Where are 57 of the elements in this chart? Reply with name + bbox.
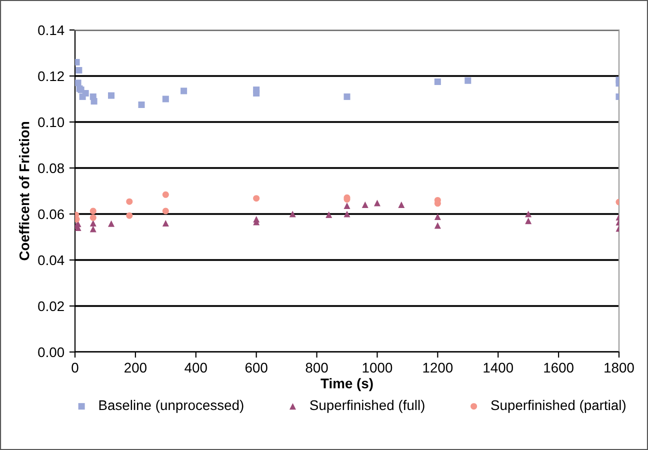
- y-tick-label: 0.04: [38, 255, 64, 266]
- y-tick-label: 0.12: [38, 71, 64, 82]
- x-tick-label: 800: [306, 362, 328, 373]
- point: [525, 210, 532, 218]
- point: [344, 93, 350, 100]
- point: [90, 208, 96, 214]
- y-tick-label: 0.08: [38, 163, 64, 174]
- point: [344, 202, 350, 209]
- y-tick-label: 0.10: [38, 117, 64, 128]
- point: [79, 93, 86, 100]
- point: [398, 202, 405, 208]
- point: [76, 66, 82, 74]
- y-tick-label: 0.14: [38, 25, 64, 36]
- legend-label: Baseline (unprocessed): [99, 400, 244, 413]
- x-tick-label: 1400: [484, 362, 514, 373]
- point: [162, 191, 169, 198]
- point: [253, 90, 260, 97]
- legend-label: Superfinished (full): [310, 400, 424, 413]
- y-tick-label: 0.02: [38, 301, 64, 312]
- point: [464, 77, 472, 84]
- point: [253, 195, 260, 202]
- point: [162, 220, 169, 226]
- x-tick-label: 0: [72, 362, 78, 373]
- point: [434, 222, 441, 229]
- point: [344, 210, 350, 218]
- point: [289, 210, 296, 218]
- y-axis-title: Coefficent of Friction: [19, 122, 30, 260]
- y-tick-label: 0.06: [38, 209, 64, 220]
- point: [326, 211, 332, 218]
- legend-label: Superfinished (partial): [491, 400, 626, 413]
- point: [108, 220, 115, 227]
- x-tick-label: 600: [245, 362, 268, 373]
- point: [90, 226, 96, 232]
- point: [126, 212, 133, 219]
- point: [374, 200, 380, 206]
- x-tick-label: 1800: [604, 362, 634, 373]
- x-tick-label: 1600: [544, 362, 574, 373]
- point: [162, 208, 169, 214]
- point: [434, 78, 441, 86]
- point: [180, 88, 188, 94]
- point: [138, 101, 145, 108]
- x-tick-label: 400: [184, 362, 207, 373]
- point: [162, 96, 169, 102]
- x-tick-label: 1000: [362, 362, 392, 373]
- x-tick-label: 200: [124, 362, 146, 373]
- point: [90, 214, 96, 221]
- point: [90, 220, 96, 226]
- point: [126, 198, 133, 205]
- x-axis-title: Time (s): [320, 378, 373, 392]
- point: [525, 218, 532, 224]
- point: [362, 202, 368, 208]
- point: [90, 98, 98, 105]
- point: [108, 92, 115, 99]
- x-tick-label: 1200: [423, 362, 453, 373]
- y-tick-label: 0.00: [38, 347, 64, 358]
- point: [434, 214, 441, 220]
- point: [75, 80, 82, 86]
